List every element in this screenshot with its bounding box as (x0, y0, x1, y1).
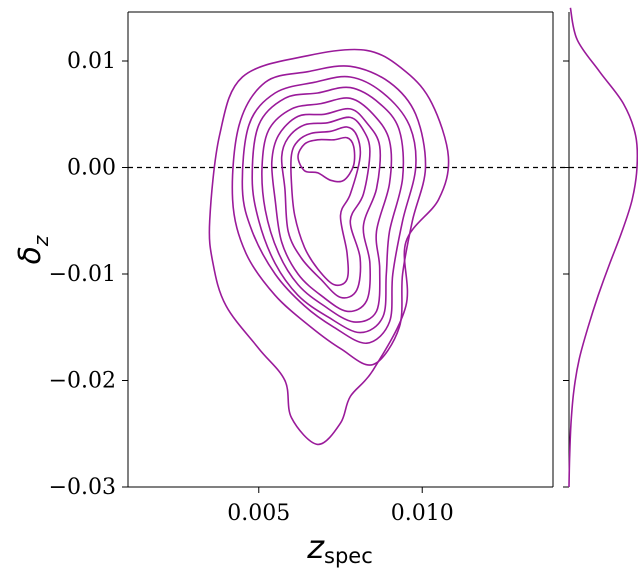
y-axis-label-main: δ (13, 246, 48, 264)
y-axis-label-sub: z (29, 235, 53, 247)
contour-level-3 (241, 75, 417, 345)
y-tick-label: −0.03 (49, 475, 116, 500)
x-tick-label: 0.005 (227, 501, 290, 526)
x-axis-label-sub: spec (324, 544, 373, 568)
contour-level-4 (251, 86, 405, 334)
contour-level-7 (280, 116, 371, 299)
marginal-y-ticks (563, 60, 569, 488)
contour-level-8 (290, 126, 362, 287)
y-tick-label: −0.02 (49, 369, 116, 394)
x-ticks: 0.005 0.010 (227, 487, 454, 526)
contour-level-9 (297, 136, 356, 183)
contour-level-5 (261, 97, 393, 323)
y-tick-label: 0.01 (67, 49, 116, 74)
marginal-density-curve (568, 7, 638, 488)
y-ticks: 0.01 0.00 −0.01 −0.02 −0.03 (49, 49, 128, 500)
contour-level-1 (208, 48, 450, 446)
x-tick-label: 0.010 (391, 501, 454, 526)
contour-level-6 (270, 107, 382, 313)
contour-level-2 (231, 65, 427, 366)
y-tick-label: 0.00 (67, 156, 116, 181)
x-axis-label: zspec (306, 528, 373, 568)
y-axis-label: δz (13, 235, 53, 264)
contour-lines (208, 48, 450, 446)
x-axis-label-main: z (306, 528, 325, 566)
y-tick-label: −0.01 (49, 262, 116, 287)
